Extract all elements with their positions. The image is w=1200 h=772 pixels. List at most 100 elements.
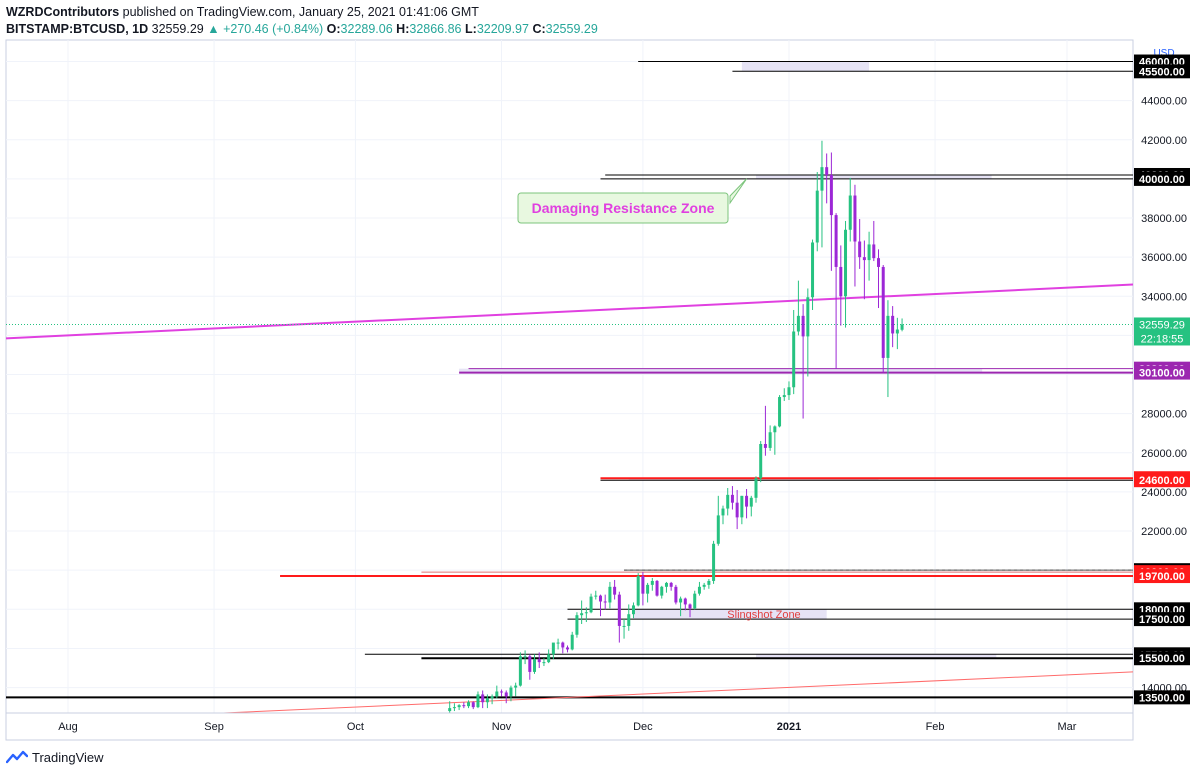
candle[interactable] xyxy=(669,581,673,591)
candle[interactable] xyxy=(730,486,734,510)
candle[interactable] xyxy=(650,578,654,591)
candle[interactable] xyxy=(631,602,635,619)
candle[interactable] xyxy=(471,701,475,710)
candle[interactable] xyxy=(561,641,565,654)
candle[interactable] xyxy=(452,703,456,712)
candle[interactable] xyxy=(759,441,763,483)
candle[interactable] xyxy=(589,593,593,614)
candle[interactable] xyxy=(679,596,683,617)
candle[interactable] xyxy=(646,582,650,603)
price-axis[interactable]: USD14000.0022000.0024000.0026000.0028000… xyxy=(1134,40,1200,713)
candle[interactable] xyxy=(575,612,579,638)
candle[interactable] xyxy=(580,600,584,624)
candle[interactable] xyxy=(598,594,602,617)
candle[interactable] xyxy=(820,140,824,248)
candle[interactable] xyxy=(462,702,466,709)
candle[interactable] xyxy=(655,579,659,597)
candle[interactable] xyxy=(613,579,617,600)
time-axis[interactable]: Aug Sep Oct Nov Dec 2021 Feb Mar xyxy=(5,712,1134,741)
candle[interactable] xyxy=(763,405,767,456)
candle[interactable] xyxy=(693,590,697,610)
candle[interactable] xyxy=(481,690,485,709)
candle[interactable] xyxy=(674,584,678,605)
candle[interactable] xyxy=(834,213,838,369)
candle[interactable] xyxy=(872,220,876,262)
candle[interactable] xyxy=(754,476,758,503)
candle[interactable] xyxy=(490,694,494,705)
candle[interactable] xyxy=(768,425,772,451)
candle[interactable] xyxy=(839,245,843,326)
candle[interactable] xyxy=(749,495,753,517)
candle[interactable] xyxy=(844,220,848,328)
candle[interactable] xyxy=(745,488,749,519)
candle[interactable] xyxy=(551,642,555,660)
candles[interactable] xyxy=(448,140,904,713)
candle[interactable] xyxy=(815,172,819,252)
candle[interactable] xyxy=(702,582,706,590)
candle[interactable] xyxy=(660,585,664,599)
candle[interactable] xyxy=(528,654,532,680)
candle[interactable] xyxy=(891,306,895,348)
candle[interactable] xyxy=(556,638,560,650)
candle[interactable] xyxy=(641,572,645,606)
footer-brand[interactable]: TradingView xyxy=(32,749,104,765)
candle[interactable] xyxy=(796,280,800,336)
candle[interactable] xyxy=(495,685,499,699)
candle[interactable] xyxy=(858,219,862,269)
candle[interactable] xyxy=(617,591,621,643)
candle[interactable] xyxy=(542,658,546,667)
candle[interactable] xyxy=(848,177,852,242)
candle[interactable] xyxy=(716,495,720,546)
candle[interactable] xyxy=(622,619,626,639)
candle[interactable] xyxy=(448,701,452,713)
currency-label[interactable]: USD xyxy=(1153,48,1174,59)
candle[interactable] xyxy=(608,581,612,609)
candle[interactable] xyxy=(825,153,829,204)
candle[interactable] xyxy=(547,649,551,664)
candle[interactable] xyxy=(476,691,480,709)
publisher-name[interactable]: WZRDContributors xyxy=(6,5,120,19)
candle[interactable] xyxy=(664,581,668,593)
candle[interactable] xyxy=(533,654,537,674)
candle[interactable] xyxy=(518,652,522,687)
candle[interactable] xyxy=(867,231,871,281)
candle[interactable] xyxy=(735,489,739,530)
candle[interactable] xyxy=(862,240,866,300)
candle[interactable] xyxy=(688,603,692,618)
candle[interactable] xyxy=(594,590,598,600)
candle[interactable] xyxy=(467,700,471,709)
candle[interactable] xyxy=(877,249,881,309)
candle[interactable] xyxy=(485,694,489,709)
candle[interactable] xyxy=(504,690,508,704)
candle[interactable] xyxy=(566,645,569,653)
candle[interactable] xyxy=(697,581,701,596)
candle[interactable] xyxy=(740,495,744,525)
candle[interactable] xyxy=(500,689,504,697)
candle[interactable] xyxy=(712,540,716,584)
candle[interactable] xyxy=(792,309,796,395)
candle[interactable] xyxy=(726,488,730,516)
candle[interactable] xyxy=(806,288,810,377)
candle[interactable] xyxy=(801,304,805,419)
candle[interactable] xyxy=(811,239,815,310)
candle[interactable] xyxy=(881,264,885,373)
candle[interactable] xyxy=(537,652,541,669)
candle[interactable] xyxy=(514,682,518,697)
candle[interactable] xyxy=(900,318,904,332)
symbol-name[interactable]: BITSTAMP:BTCUSD, 1D xyxy=(6,22,149,36)
candle[interactable] xyxy=(509,685,513,702)
candle[interactable] xyxy=(636,573,640,607)
candle[interactable] xyxy=(627,604,631,631)
candle[interactable] xyxy=(457,704,461,711)
candle[interactable] xyxy=(787,381,791,400)
candle[interactable] xyxy=(584,607,588,623)
candle[interactable] xyxy=(683,597,687,611)
candle[interactable] xyxy=(778,395,782,428)
candle[interactable] xyxy=(773,425,777,455)
candle[interactable] xyxy=(782,388,786,401)
candle[interactable] xyxy=(523,650,527,665)
candle[interactable] xyxy=(895,317,899,350)
candle[interactable] xyxy=(721,505,725,525)
candle[interactable] xyxy=(603,594,607,610)
